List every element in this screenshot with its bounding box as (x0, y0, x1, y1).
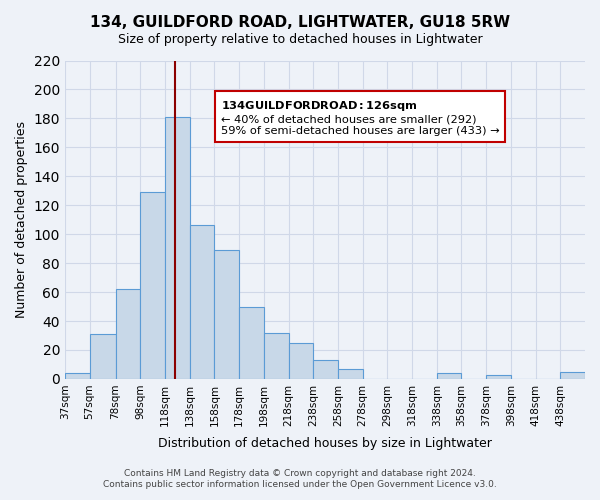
Bar (214, 250, 239, 379)
Text: Contains public sector information licensed under the Open Government Licence v3: Contains public sector information licen… (103, 480, 497, 489)
Y-axis label: Number of detached properties: Number of detached properties (15, 121, 28, 318)
Bar (289, 342, 313, 379)
Bar (190, 226, 214, 379)
Bar (313, 360, 338, 379)
Bar (140, 192, 165, 379)
Text: $\bf{134 GUILDFORD ROAD: 126sqm}$
← 40% of detached houses are smaller (292)
59%: $\bf{134 GUILDFORD ROAD: 126sqm}$ ← 40% … (221, 98, 500, 136)
Bar (264, 332, 289, 379)
Text: 134, GUILDFORD ROAD, LIGHTWATER, GU18 5RW: 134, GUILDFORD ROAD, LIGHTWATER, GU18 5R… (90, 15, 510, 30)
X-axis label: Distribution of detached houses by size in Lightwater: Distribution of detached houses by size … (158, 437, 492, 450)
Text: Contains HM Land Registry data © Crown copyright and database right 2024.: Contains HM Land Registry data © Crown c… (124, 468, 476, 477)
Bar (338, 369, 362, 379)
Bar (560, 372, 585, 379)
Bar (89, 334, 116, 379)
Bar (239, 306, 264, 379)
Bar (65, 373, 89, 379)
Bar (437, 373, 461, 379)
Bar (486, 374, 511, 379)
Bar (116, 289, 140, 379)
Text: Size of property relative to detached houses in Lightwater: Size of property relative to detached ho… (118, 32, 482, 46)
Bar (165, 117, 190, 379)
